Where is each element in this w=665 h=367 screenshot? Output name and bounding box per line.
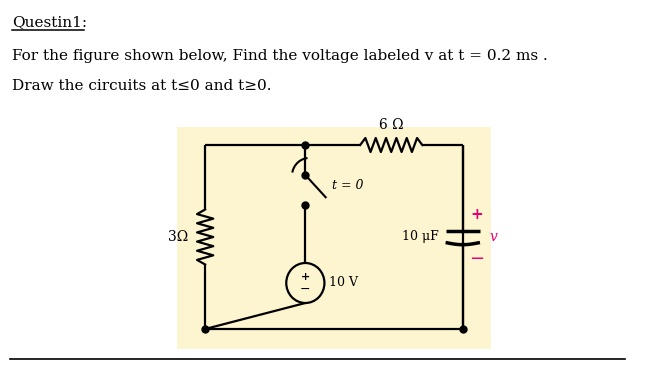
Text: Draw the circuits at t≤0 and t≥0.: Draw the circuits at t≤0 and t≥0. bbox=[13, 79, 272, 93]
Text: v: v bbox=[489, 230, 497, 244]
Text: t = 0: t = 0 bbox=[332, 179, 364, 193]
Text: 10 V: 10 V bbox=[329, 276, 358, 290]
Text: −: − bbox=[300, 283, 311, 296]
Text: +: + bbox=[301, 272, 310, 281]
Text: 3Ω: 3Ω bbox=[168, 230, 188, 244]
Text: 10 μF: 10 μF bbox=[402, 230, 439, 243]
Text: Questin1:: Questin1: bbox=[13, 15, 88, 29]
Text: −: − bbox=[469, 250, 485, 268]
Bar bbox=[176, 127, 491, 349]
Text: 6 Ω: 6 Ω bbox=[379, 118, 404, 132]
Text: +: + bbox=[471, 207, 483, 222]
Text: For the figure shown below, Find the voltage labeled v at t = 0.2 ms .: For the figure shown below, Find the vol… bbox=[13, 49, 548, 63]
